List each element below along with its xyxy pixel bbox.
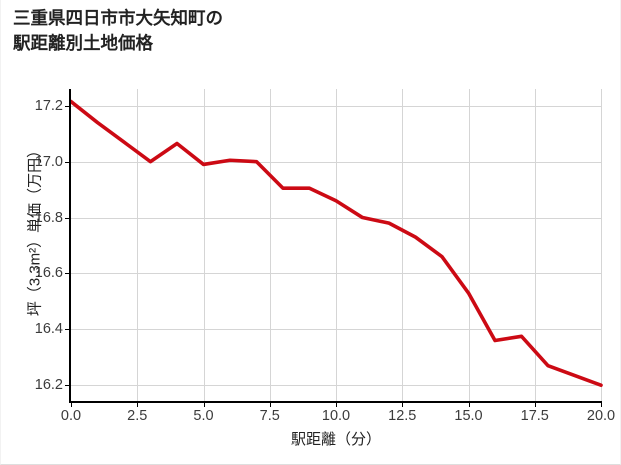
y-tick-label: 17.2 (34, 97, 63, 114)
gridline-vertical (137, 89, 139, 402)
x-tickmark (71, 403, 72, 407)
gridline-vertical (601, 89, 602, 402)
y-tickmark (65, 105, 69, 107)
x-tickmark (601, 403, 602, 407)
y-tick-label: 16.6 (34, 265, 63, 282)
gridline-vertical (336, 89, 337, 402)
x-tick-label: 0.0 (60, 408, 82, 424)
y-axis-title: 坪（3.3m²）単価（万円） (26, 142, 44, 317)
x-tickmark (336, 403, 337, 407)
x-tick-label: 12.5 (388, 408, 417, 424)
gridline-vertical (203, 89, 205, 402)
x-tickmark (137, 403, 139, 407)
x-tick-label: 5.0 (193, 408, 214, 424)
y-tickmark (65, 385, 69, 387)
y-tick-label: 16.2 (34, 377, 63, 394)
plot-area (69, 89, 603, 402)
y-tickmark (65, 273, 69, 275)
y-axis-spine (69, 89, 71, 403)
x-tickmark (269, 403, 271, 407)
page-title: 三重県四日市市大矢知町の 駅距離別土地価格 (13, 8, 223, 54)
x-tickmark (534, 403, 536, 407)
series-polyline (69, 99, 603, 388)
x-tick-label: 2.5 (127, 408, 148, 424)
x-tick-label: 10.0 (321, 408, 351, 424)
x-tick-label: 17.5 (520, 408, 549, 424)
x-tickmark (203, 403, 205, 407)
y-tick-label: 16.8 (34, 209, 63, 226)
x-axis-title: 駅距離（分） (290, 431, 381, 448)
y-tickmark (65, 217, 69, 219)
x-tick-label: 15.0 (454, 408, 483, 424)
gridline-vertical (468, 89, 470, 402)
x-tick-label: 7.5 (259, 408, 280, 424)
y-tickmark (65, 161, 69, 163)
y-tick-label: 17.0 (34, 153, 63, 170)
gridline-vertical (402, 89, 404, 402)
gridline-vertical (534, 89, 536, 402)
x-axis-spine (69, 401, 602, 403)
data-line-series (69, 99, 603, 388)
y-tick-label: 16.4 (34, 321, 63, 338)
gridline-vertical (269, 89, 271, 402)
x-tickmark (402, 403, 404, 407)
y-axis-tick-labels: 16.2 16.4 16.6 16.8 17.0 17.2 (11, 0, 63, 464)
x-tick-label: 20.0 (586, 408, 616, 424)
x-tickmark (468, 403, 470, 407)
y-tickmark (65, 329, 69, 331)
